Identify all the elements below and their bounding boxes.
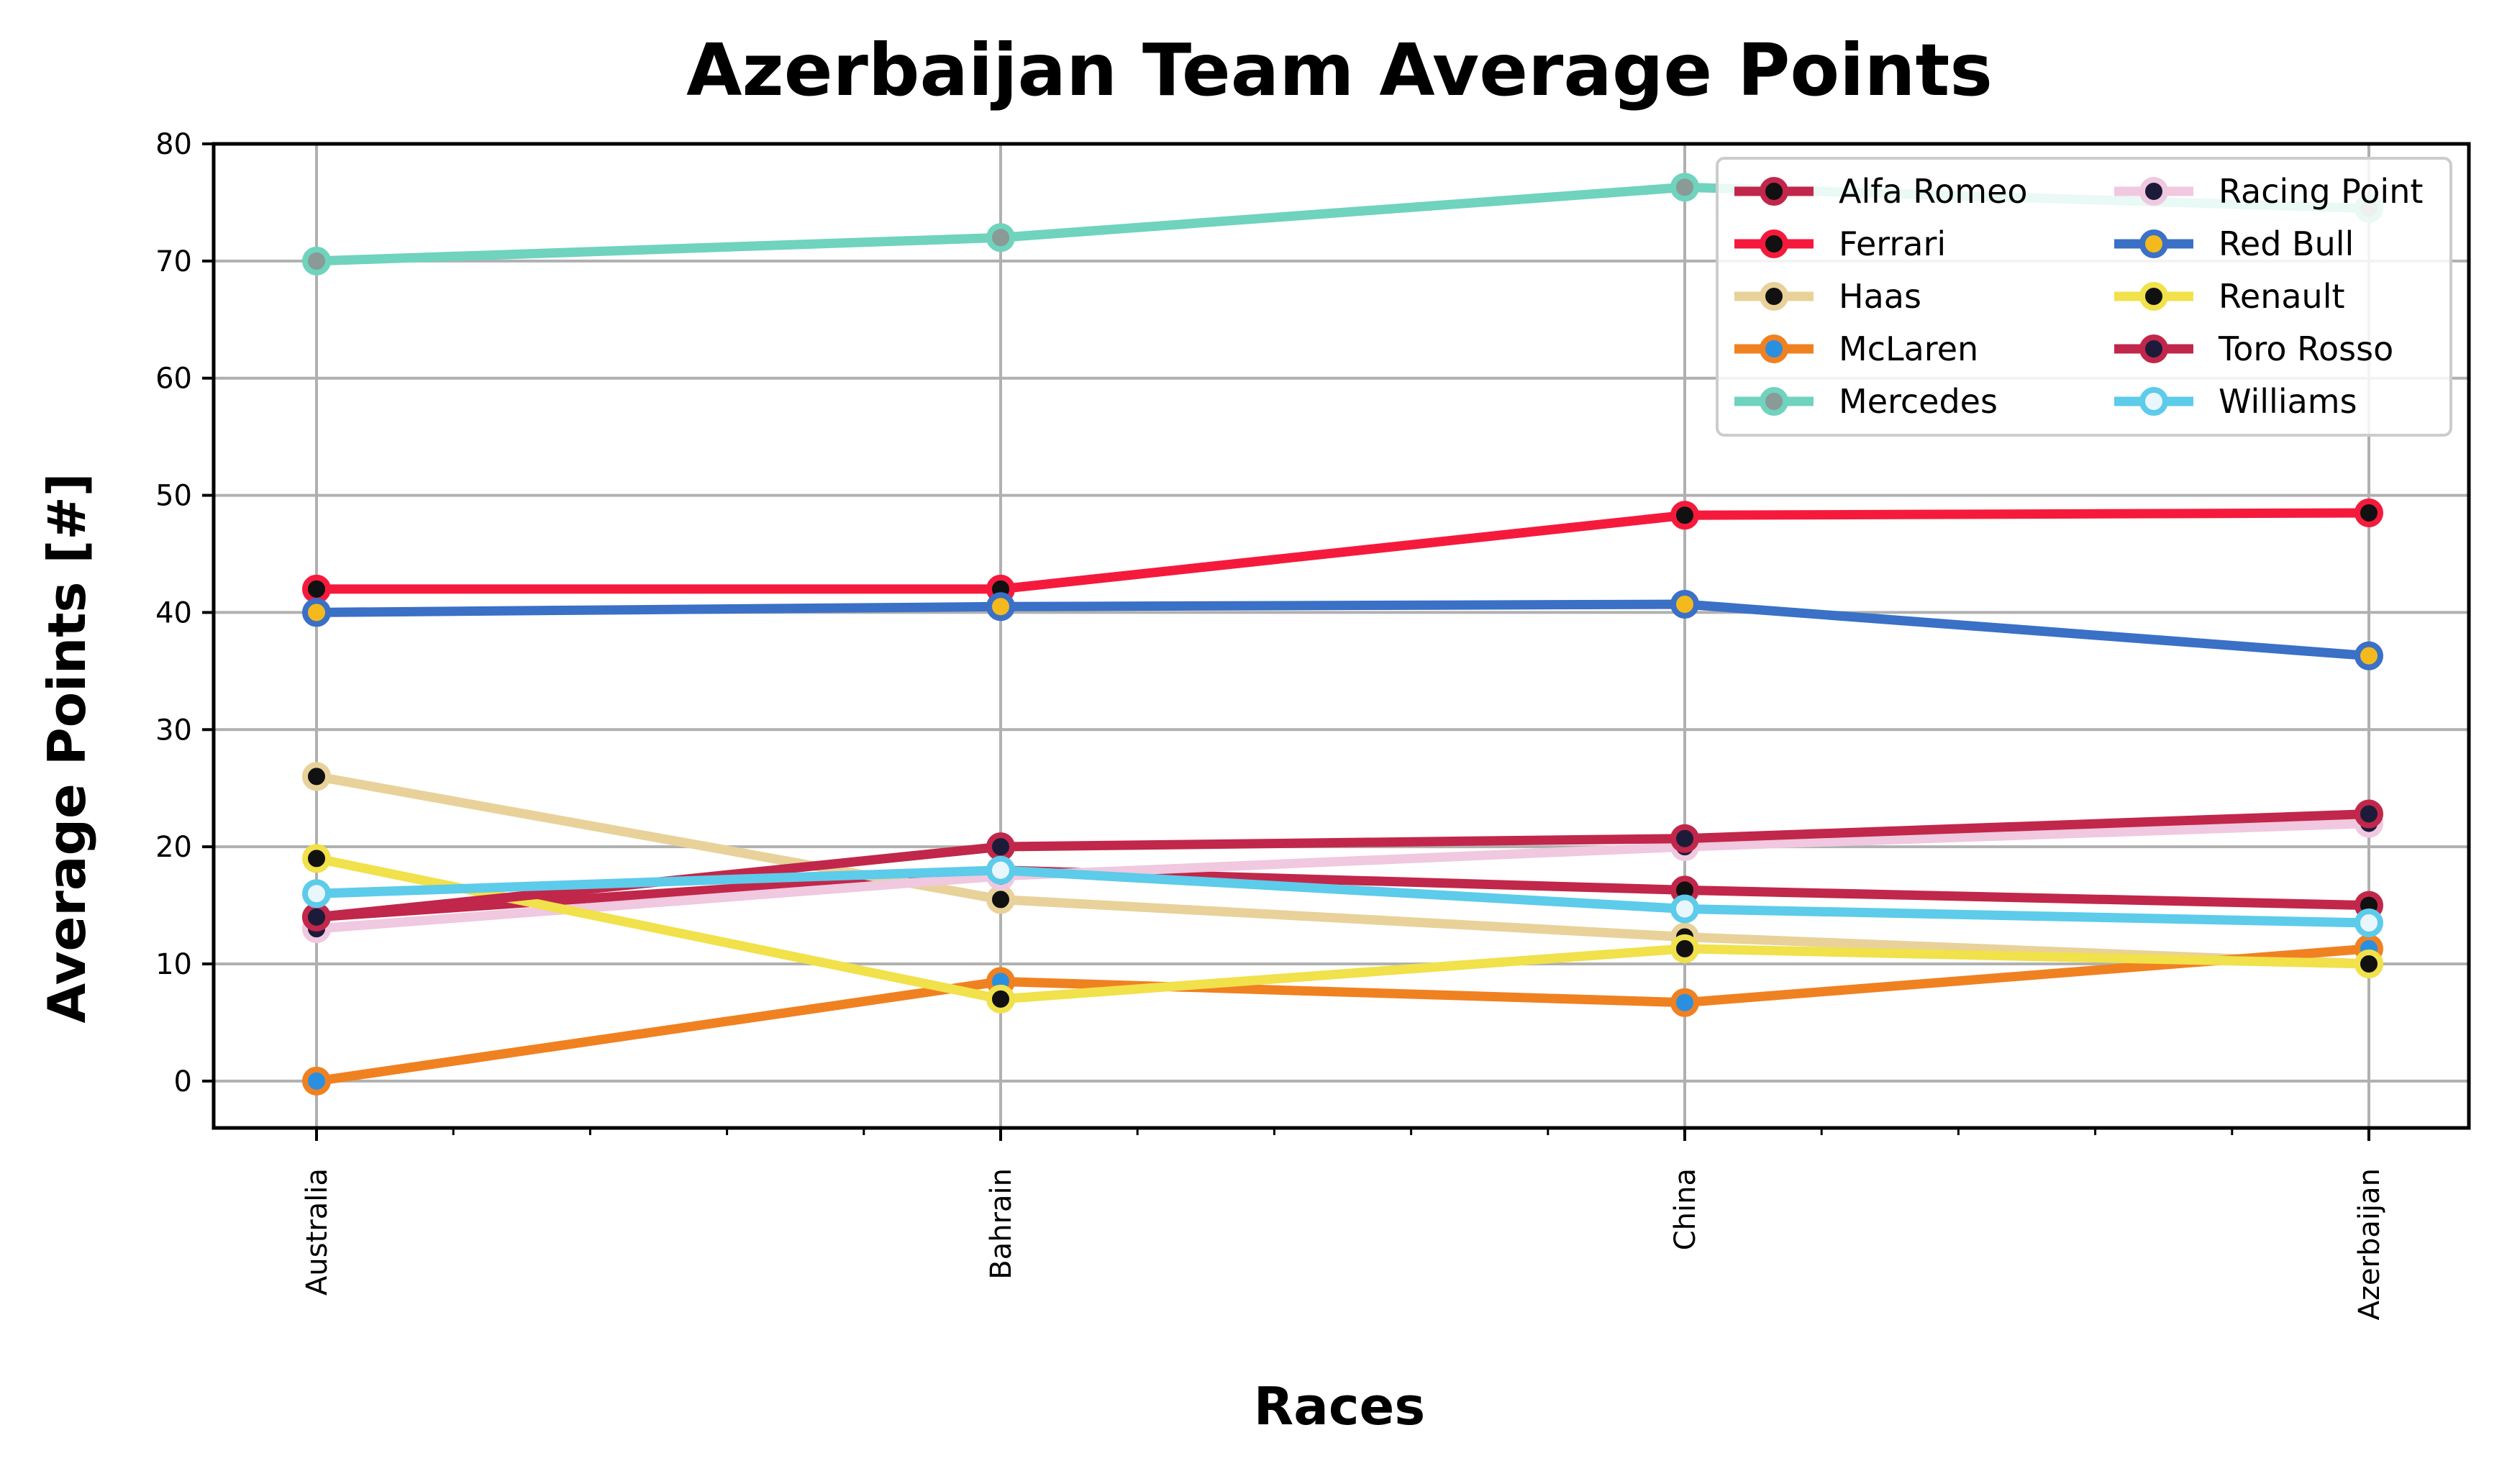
legend-entry-label: Red Bull [2219, 224, 2354, 263]
legend-entry-label: Racing Point [2219, 172, 2423, 211]
y-tick-label: 30 [155, 714, 192, 747]
legend-entry-label: Toro Rosso [2218, 329, 2393, 368]
y-tick-label: 50 [155, 480, 192, 513]
legend-entry-label: Renault [2219, 277, 2345, 316]
series-line [316, 865, 2370, 922]
legend-swatch-marker [2139, 282, 2168, 311]
data-point [2354, 499, 2383, 527]
data-point [1670, 934, 1699, 963]
data-point [302, 902, 331, 932]
y-tick-label: 70 [155, 245, 192, 278]
data-point [2354, 799, 2383, 829]
series-line [317, 508, 2370, 594]
legend-swatch-marker [1760, 334, 1788, 363]
data-point [2354, 909, 2383, 937]
data-point [986, 855, 1015, 885]
legend-swatch-marker [1760, 229, 1788, 258]
legend-box [1716, 157, 2452, 437]
x-tick-label: China [1669, 1168, 1702, 1250]
series-line [315, 772, 2370, 969]
legend-swatch-marker [2139, 229, 2168, 258]
y-tick-label: 80 [155, 128, 192, 161]
series-line [316, 865, 2370, 928]
legend-swatch-marker [2139, 387, 2168, 416]
x-axis-label: Races [1254, 1376, 1425, 1437]
y-tick-label: 20 [155, 831, 192, 864]
data-point [986, 984, 1015, 1014]
plot-frame [211, 142, 2471, 1130]
series-line [315, 854, 2370, 1004]
data-point [302, 1066, 331, 1096]
series-line [316, 944, 2370, 1086]
series-lines [302, 173, 2383, 1096]
y-tick-label: 0 [174, 1065, 192, 1098]
legend-entry-label: Williams [2219, 382, 2357, 421]
x-tick-label: Australia [301, 1168, 334, 1296]
data-point [1670, 894, 1699, 924]
y-tick-label: 40 [155, 596, 192, 629]
chart-title: Azerbaijan Team Average Points [686, 28, 1993, 112]
data-point [302, 574, 331, 604]
data-point [302, 844, 331, 873]
data-point [1670, 590, 1699, 619]
data-point [302, 246, 331, 276]
axes: 0 10 20 30 40 50 60 70 80 Australia Bahrain China Az… [155, 128, 2471, 1320]
legend-entry-label: McLaren [1839, 329, 1978, 368]
x-tick-label: Azerbaijan [2353, 1168, 2386, 1320]
y-tick-label: 10 [155, 948, 192, 981]
legend-swatch-marker [2139, 334, 2168, 363]
data-point [986, 885, 1015, 914]
data-point [302, 598, 331, 627]
legend-swatch-marker [2139, 177, 2168, 206]
legend-swatch-marker [1760, 177, 1788, 206]
data-point [1670, 501, 1699, 530]
data-point [1670, 824, 1699, 853]
data-point [986, 592, 1015, 622]
legend-entry-label: Haas [1839, 277, 1921, 316]
data-point [986, 223, 1015, 252]
legend-entry-label: Ferrari [1839, 224, 1946, 263]
data-point [302, 879, 331, 909]
data-point [302, 762, 331, 791]
data-point [986, 832, 1015, 862]
data-point [1670, 173, 1699, 202]
series-line [316, 599, 2370, 661]
data-point [1670, 988, 1699, 1017]
legend: Alfa Romeo Ferrari Haas McLaren Mercedes Raci… [1716, 157, 2452, 437]
legend-entry-label: Mercedes [1839, 382, 1998, 421]
legend-swatch-marker [1760, 387, 1788, 416]
y-axis-label: Average Points [#] [37, 473, 97, 1023]
legend-entry-label: Alfa Romeo [1839, 172, 2028, 211]
data-point [2354, 641, 2383, 670]
x-tick-label: Bahrain [985, 1168, 1018, 1280]
y-tick-label: 60 [155, 363, 192, 396]
data-point [2354, 950, 2383, 978]
series-line [316, 819, 2370, 934]
legend-swatch-marker [1760, 282, 1788, 311]
